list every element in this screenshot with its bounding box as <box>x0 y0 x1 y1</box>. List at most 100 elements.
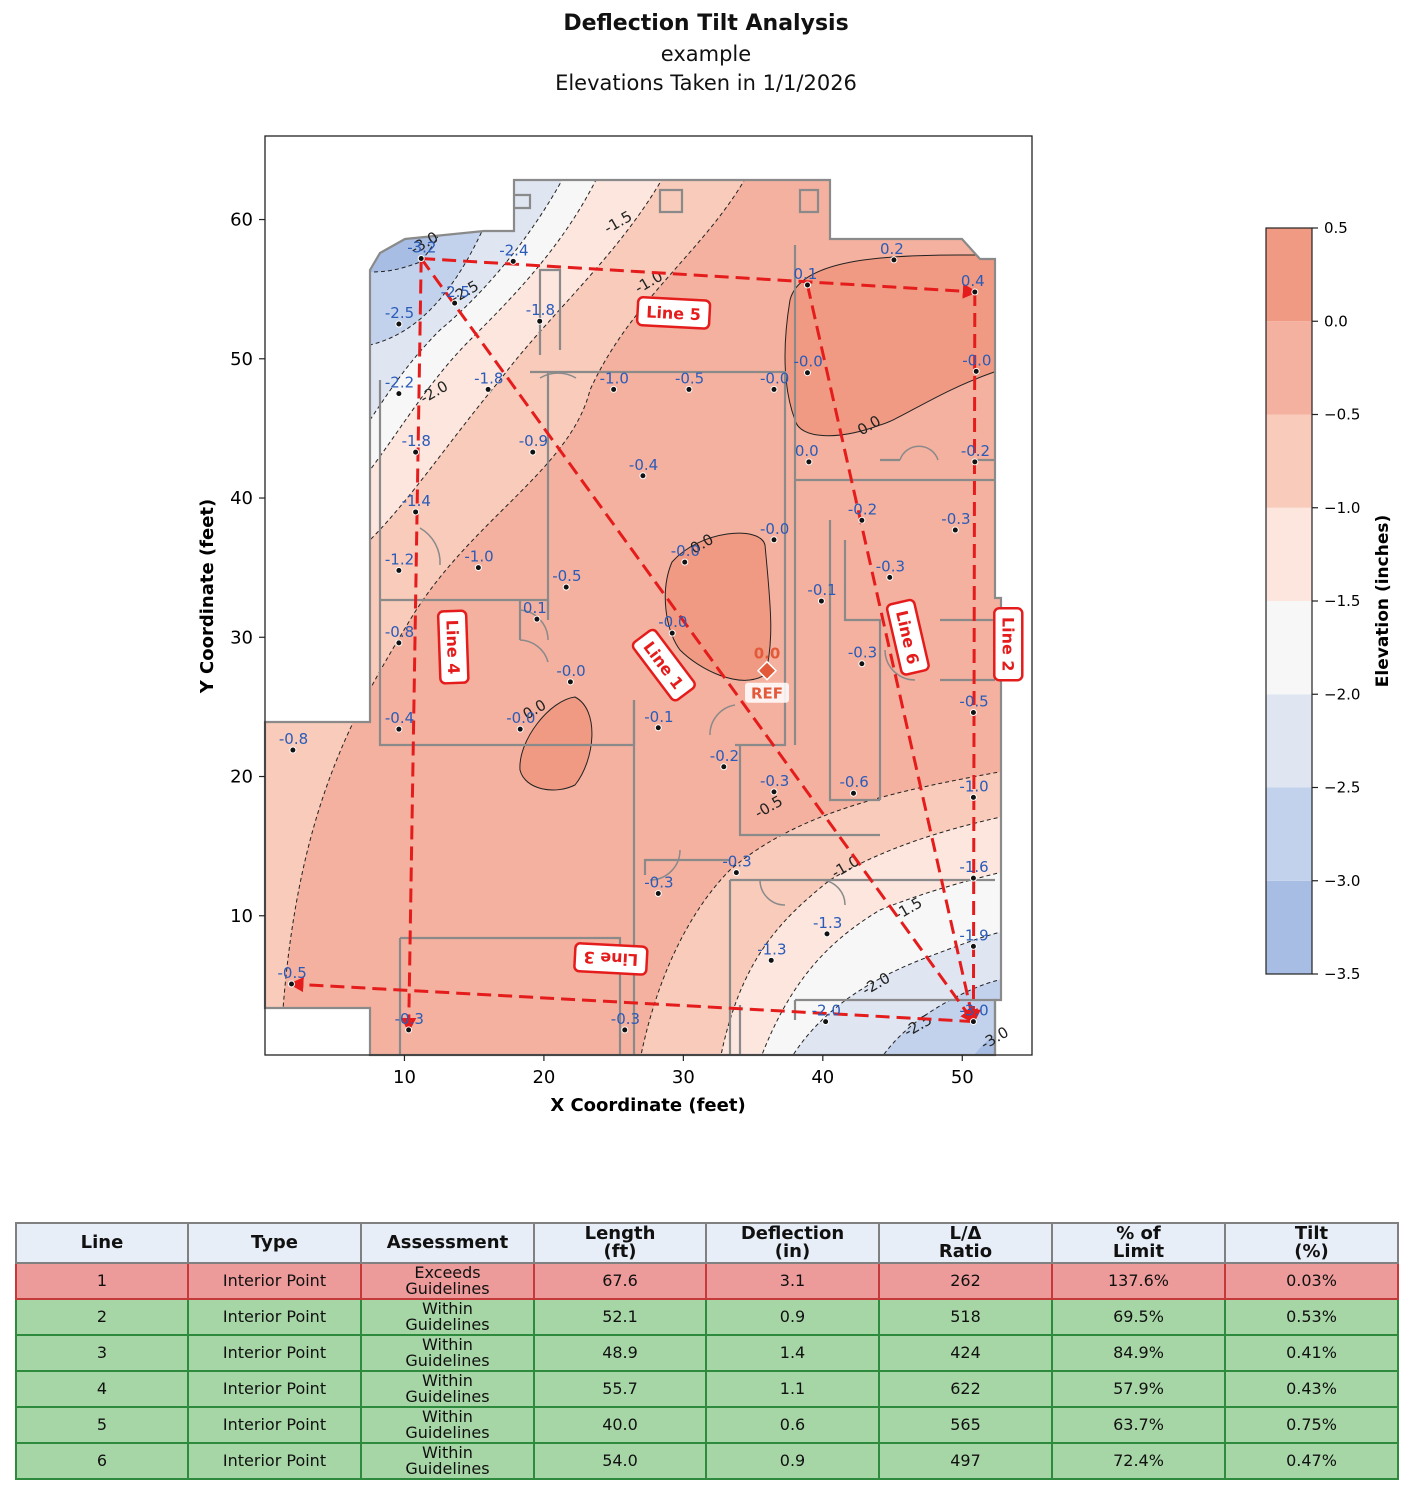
elevation-value-label: -1.4 <box>402 492 431 510</box>
elevation-point <box>767 956 775 964</box>
table-row: 4 Interior Point Within Guidelines 55.7 1… <box>15 1370 1399 1408</box>
colorbar-band <box>1266 601 1312 695</box>
reference-label: REF <box>751 685 783 703</box>
header-ratio: L/Δ Ratio <box>878 1222 1053 1264</box>
line-label: Line 2 <box>993 606 1024 682</box>
line-label-box <box>631 628 696 702</box>
elevation-point <box>289 746 297 754</box>
elevation-value-label: -0.3 <box>644 873 673 891</box>
elevation-point <box>770 788 778 796</box>
x-axis-ticks: 10 20 30 40 50 <box>393 1055 974 1088</box>
elevation-value-label: -0.1 <box>644 708 673 726</box>
elevation-value-label: -2.2 <box>385 374 414 392</box>
elevation-point <box>412 508 420 516</box>
cell-ratio: 518 <box>878 1298 1053 1336</box>
cell-tilt: 0.75% <box>1224 1406 1399 1444</box>
y-tick-label: 20 <box>230 767 253 788</box>
elevation-value-label: -1.9 <box>959 926 988 944</box>
colorbar-tick-label: 0.5 <box>1324 219 1348 237</box>
elevation-point <box>969 942 977 950</box>
colorbar-tick-label: −3.0 <box>1324 872 1360 890</box>
elevation-value-label: -0.4 <box>629 456 658 474</box>
cell-ratio: 565 <box>878 1406 1053 1444</box>
y-tick-label: 30 <box>230 627 253 648</box>
header-type: Type <box>187 1222 362 1264</box>
cell-length: 54.0 <box>533 1442 707 1480</box>
elevation-value-label: 0.2 <box>880 240 904 258</box>
line-label-text: Line 4 <box>442 619 463 674</box>
elevation-value-label: -0.0 <box>658 613 687 631</box>
line-label-box <box>993 606 1024 682</box>
elevation-point <box>621 1026 629 1034</box>
measurement-line <box>288 977 974 1024</box>
line-label: Line 6 <box>885 598 930 676</box>
elevation-point <box>405 1026 413 1034</box>
elevation-value-label: -0.0 <box>760 369 789 387</box>
measurement-line <box>401 258 423 1033</box>
colorbar-tick-label: 0.0 <box>1324 312 1348 330</box>
elevation-point <box>474 564 482 572</box>
elevation-value-label: -1.6 <box>959 858 988 876</box>
elevation-value-label: -0.6 <box>839 773 868 791</box>
colorbar-band <box>1266 787 1312 881</box>
colorbar: 0.5 0.0 −0.5 −1.0 −1.5 −2.0 −2.5 −3.0 −3.5 <box>1265 219 1360 983</box>
header-line: Line <box>15 1222 189 1264</box>
cell-percent-limit: 63.7% <box>1051 1406 1226 1444</box>
elevation-value-label: -3.2 <box>407 239 436 257</box>
elevation-point <box>395 320 403 328</box>
elevation-value-label: -0.3 <box>611 1010 640 1028</box>
elevation-point <box>562 583 570 591</box>
cell-percent-limit: 84.9% <box>1051 1334 1226 1372</box>
header-percent-limit: % of Limit <box>1051 1222 1226 1264</box>
elevation-point <box>417 255 425 263</box>
x-axis-label: X Coordinate (feet) <box>550 1095 745 1116</box>
elevation-point <box>817 597 825 605</box>
cell-type: Interior Point <box>187 1370 362 1408</box>
colorbar-label: Elevation (inches) <box>1373 515 1393 687</box>
elevation-value-label: -0.3 <box>395 1010 424 1028</box>
elevation-value-label: -0.2 <box>848 500 877 518</box>
cell-tilt: 0.41% <box>1224 1334 1399 1372</box>
elevation-value-label: 0.4 <box>961 272 985 290</box>
line-label: Line 3 <box>573 942 649 976</box>
line-label-text: Line 2 <box>998 617 1017 672</box>
elevation-value-label: -1.8 <box>526 301 555 319</box>
cell-ratio: 622 <box>878 1370 1053 1408</box>
chart-subtitle: example <box>660 42 752 66</box>
elevation-value-label: -1.0 <box>959 777 988 795</box>
line-label: Line 5 <box>635 295 712 330</box>
cell-assessment: Within Guidelines <box>360 1406 535 1444</box>
line-label-box <box>573 942 649 976</box>
colorbar-band <box>1266 507 1312 601</box>
cell-assessment: Within Guidelines <box>360 1370 535 1408</box>
elevation-point <box>951 526 959 534</box>
cell-type: Interior Point <box>187 1298 362 1336</box>
elevation-value-label: -0.2 <box>710 747 739 765</box>
table-row: 2 Interior Point Within Guidelines 52.1 0… <box>15 1298 1399 1336</box>
line-summary-table: Line Type Assessment Length (ft) Deflecti… <box>15 1222 1399 1480</box>
measurement-line <box>419 257 976 1025</box>
table-header-row: Line Type Assessment Length (ft) Deflecti… <box>15 1222 1399 1264</box>
table-row: 3 Interior Point Within Guidelines 48.9 1… <box>15 1334 1399 1372</box>
cell-deflection: 0.9 <box>705 1442 880 1480</box>
elevation-value-label: -0.0 <box>962 351 991 369</box>
elevation-point <box>969 793 977 801</box>
elevation-point <box>969 708 977 716</box>
chart-subtitle-date: Elevations Taken in 1/1/2026 <box>555 71 857 95</box>
header-tilt: Tilt (%) <box>1224 1222 1399 1264</box>
reference-label-box <box>745 682 790 703</box>
line-label-box <box>635 295 712 330</box>
measurement-lines <box>288 257 981 1033</box>
elevation-point <box>685 385 693 393</box>
cell-deflection: 0.6 <box>705 1406 880 1444</box>
cell-tilt: 0.53% <box>1224 1298 1399 1336</box>
elevation-point <box>849 789 857 797</box>
cell-type: Interior Point <box>187 1262 362 1300</box>
cell-line: 3 <box>15 1334 189 1372</box>
cell-assessment: Within Guidelines <box>360 1334 535 1372</box>
elevation-point <box>971 458 979 466</box>
elevation-point <box>858 516 866 524</box>
elevation-value-label: 0.1 <box>523 599 547 617</box>
x-tick-label: 40 <box>811 1067 834 1088</box>
elevation-value-label: -1.0 <box>600 369 629 387</box>
